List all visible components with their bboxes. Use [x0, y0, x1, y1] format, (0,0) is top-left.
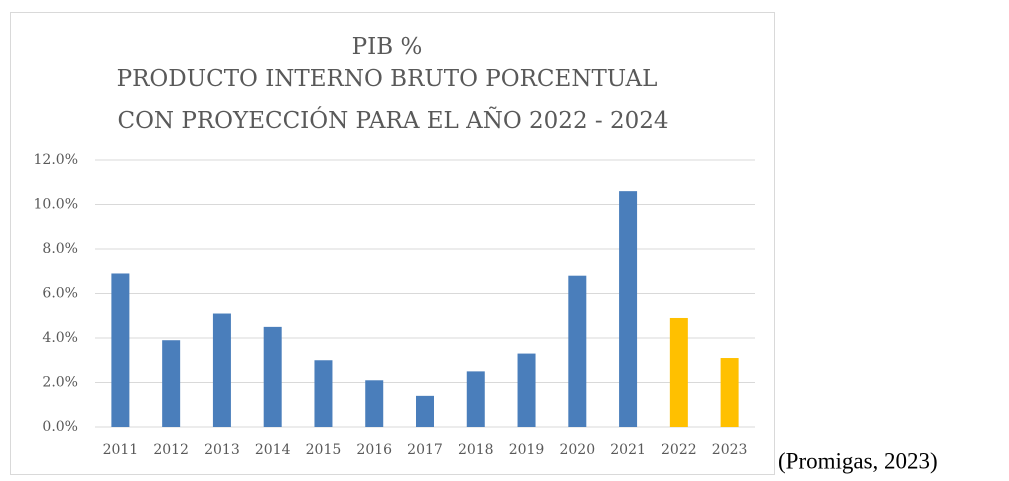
x-tick-label: 2011 [103, 442, 139, 458]
bar [669, 317, 688, 427]
bar [314, 360, 333, 427]
x-tick-label: 2015 [306, 442, 342, 458]
bar [568, 275, 587, 427]
x-tick-label: 2019 [509, 442, 545, 458]
y-tick-label: 12.0% [34, 152, 78, 168]
bar [517, 353, 536, 427]
y-tick-label: 6.0% [42, 286, 78, 302]
bar [162, 340, 181, 427]
bar [619, 191, 638, 427]
bar [720, 358, 739, 427]
x-tick-label: 2016 [356, 442, 392, 458]
caption: (Promigas, 2023) [778, 448, 938, 473]
bar [466, 371, 485, 427]
chart-subtitle: PRODUCTO INTERNO BRUTO PORCENTUAL [117, 66, 658, 92]
x-tick-label: 2021 [610, 442, 646, 458]
bar [212, 313, 231, 427]
x-tick-label: 2023 [712, 442, 748, 458]
x-tick-label: 2014 [255, 442, 291, 458]
chart-frame [10, 12, 775, 475]
y-tick-label: 2.0% [42, 375, 78, 391]
y-tick-label: 0.0% [42, 419, 78, 435]
x-tick-label: 2017 [407, 442, 443, 458]
x-tick-label: 2018 [458, 442, 494, 458]
bar [263, 326, 282, 427]
y-tick-label: 4.0% [42, 330, 78, 346]
chart-title: PIB % [352, 34, 423, 60]
bar [416, 395, 434, 427]
y-tick-label: 8.0% [42, 241, 78, 257]
x-tick-label: 2012 [153, 442, 189, 458]
bar [365, 380, 384, 427]
bar [111, 273, 130, 427]
y-tick-label: 10.0% [34, 197, 78, 213]
x-tick-label: 2020 [559, 442, 595, 458]
chart-subtitle: CON PROYECCIÓN PARA EL AÑO 2022 - 2024 [117, 106, 668, 134]
x-tick-label: 2013 [204, 442, 240, 458]
x-tick-label: 2022 [661, 442, 697, 458]
